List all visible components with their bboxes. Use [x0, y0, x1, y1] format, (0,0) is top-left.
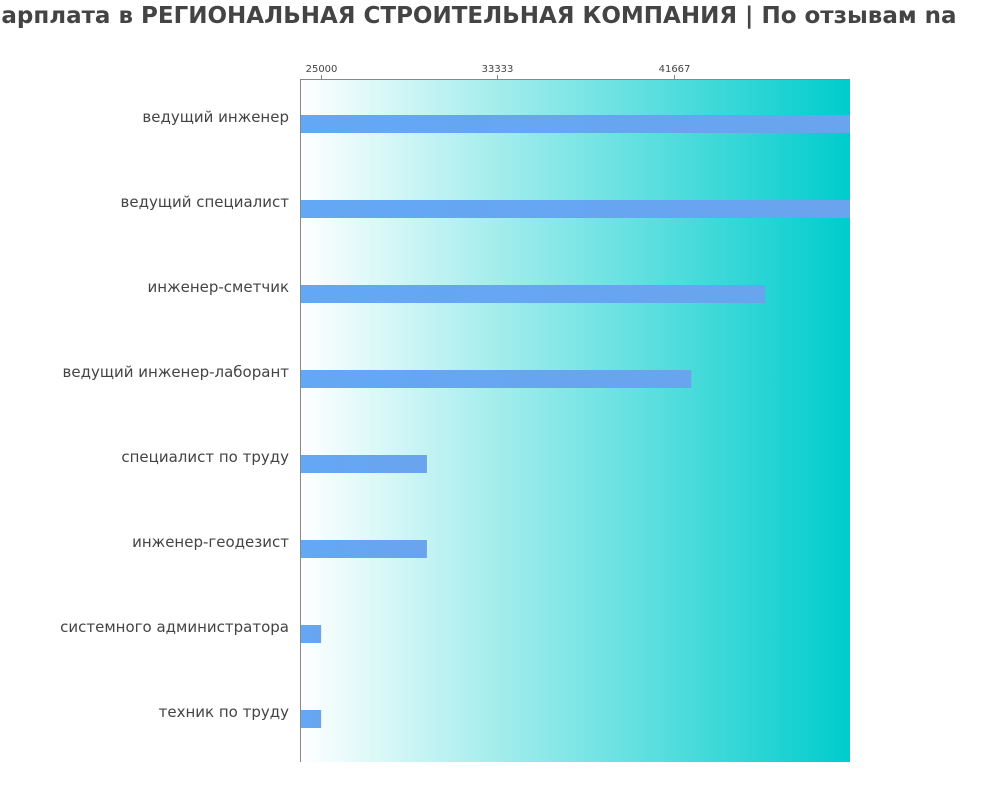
bar [300, 370, 692, 388]
category-label: ведущий специалист [121, 193, 290, 211]
category-label: инженер-сметчик [148, 278, 289, 296]
x-tick-label: 41667 [659, 64, 691, 75]
category-label: техник по труду [159, 703, 289, 721]
category-label: системного администратора [60, 618, 289, 636]
category-label: инженер-геодезист [132, 533, 289, 551]
bar [300, 625, 322, 643]
category-label: ведущий инженер [142, 108, 289, 126]
category-label: специалист по труду [121, 448, 289, 466]
bar [300, 285, 766, 303]
bar [300, 710, 322, 728]
bar [300, 540, 427, 558]
x-tick-label: 33333 [482, 64, 514, 75]
plot-background [300, 80, 850, 762]
x-tick-label: 25000 [306, 64, 338, 75]
category-label: ведущий инженер-лаборант [63, 363, 290, 381]
chart-title: зарплата в РЕГИОНАЛЬНАЯ СТРОИТЕЛЬНАЯ КОМ… [0, 3, 957, 29]
bar [300, 200, 850, 218]
bar [300, 455, 427, 473]
bar [300, 115, 850, 133]
